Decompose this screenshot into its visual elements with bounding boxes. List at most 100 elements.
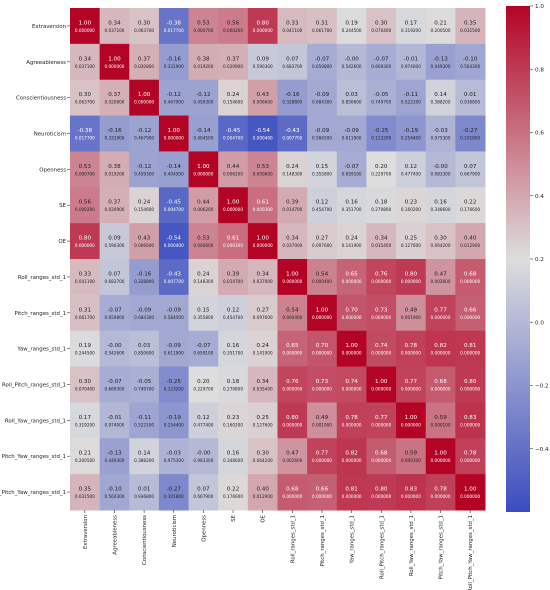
cell-pvalue-label: 0.000000 bbox=[460, 422, 480, 427]
heatmap-cell bbox=[188, 294, 219, 332]
cell-pvalue-label: 0.659800 bbox=[104, 315, 124, 320]
heatmap-cell bbox=[455, 223, 486, 260]
cell-pvalue-label: 0.667900 bbox=[460, 171, 480, 176]
cell-correlation-label: 0.34 bbox=[256, 271, 269, 277]
heatmap-cell bbox=[336, 474, 367, 511]
cell-pvalue-label: 0.244500 bbox=[342, 28, 362, 33]
cell-correlation-label: 0.18 bbox=[375, 200, 388, 206]
cell-pvalue-label: 0.477400 bbox=[193, 422, 213, 427]
cell-pvalue-label: 0.141900 bbox=[342, 243, 362, 248]
heatmap-cell bbox=[396, 187, 427, 224]
cell-correlation-label: 1.00 bbox=[316, 307, 329, 313]
heatmap-cell bbox=[70, 259, 101, 296]
cell-correlation-label: 0.27 bbox=[316, 236, 329, 242]
y-axis-label: Roll_Pitch_Yaw_ranges_std_1 bbox=[0, 490, 66, 496]
cell-pvalue-label: 0.000000 bbox=[431, 387, 451, 392]
cell-pvalue-label: 0.000000 bbox=[342, 458, 362, 463]
cell-pvalue-label: 0.037000 bbox=[282, 243, 302, 248]
cell-pvalue-label: 0.154600 bbox=[134, 207, 154, 212]
heatmap-cell bbox=[336, 438, 367, 475]
cell-pvalue-label: 0.017700 bbox=[164, 28, 184, 33]
cell-correlation-label: -0.45 bbox=[167, 200, 182, 206]
cell-correlation-label: 0.37 bbox=[108, 200, 121, 206]
cell-correlation-label: -0.11 bbox=[137, 415, 152, 421]
cell-correlation-label: -0.12 bbox=[167, 92, 181, 98]
cell-correlation-label: 0.38 bbox=[197, 56, 210, 62]
heatmap-cell bbox=[366, 43, 397, 81]
cell-correlation-label: 0.30 bbox=[256, 451, 269, 457]
heatmap-cell bbox=[99, 187, 130, 224]
cell-correlation-label: 0.40 bbox=[464, 236, 477, 242]
cell-pvalue-label: 0.007700 bbox=[164, 279, 184, 284]
heatmap-cell bbox=[188, 259, 219, 296]
cell-correlation-label: 0.49 bbox=[405, 307, 418, 313]
y-axis-label: Roll_ranges_std_1 bbox=[18, 275, 66, 281]
heatmap-cell bbox=[455, 294, 486, 332]
heatmap-cell bbox=[455, 187, 486, 224]
heatmap-cell bbox=[396, 223, 427, 260]
x-axis-label: Roll_Pitch_ranges_std_1 bbox=[379, 515, 385, 579]
cell-correlation-label: 0.33 bbox=[79, 271, 92, 277]
cell-pvalue-label: 0.388200 bbox=[134, 458, 154, 463]
cell-pvalue-label: 0.936800 bbox=[460, 100, 480, 105]
heatmap-cell bbox=[188, 330, 219, 368]
cell-correlation-label: 0.27 bbox=[256, 307, 269, 313]
cell-pvalue-label: 0.020900 bbox=[104, 207, 124, 212]
cell-pvalue-label: 0.351700 bbox=[342, 207, 362, 212]
cell-pvalue-label: 0.404500 bbox=[193, 136, 213, 141]
cell-correlation-label: 0.56 bbox=[79, 200, 92, 206]
heatmap-cell bbox=[247, 474, 278, 511]
heatmap-cell bbox=[425, 402, 456, 439]
cell-correlation-label: 0.80 bbox=[375, 487, 388, 493]
heatmap-cell bbox=[307, 366, 338, 403]
heatmap-cell bbox=[336, 8, 367, 45]
heatmap-cell bbox=[158, 259, 190, 296]
cell-pvalue-label: 0.850600 bbox=[134, 351, 154, 356]
cell-pvalue-label: 0.000000 bbox=[401, 494, 421, 499]
cell-correlation-label: -0.05 bbox=[137, 379, 152, 385]
cell-correlation-label: 0.09 bbox=[256, 56, 269, 62]
heatmap-cell bbox=[247, 438, 278, 475]
cell-correlation-label: 0.34 bbox=[108, 20, 121, 26]
heatmap-cell bbox=[366, 438, 397, 475]
cell-pvalue-label: 0.348600 bbox=[223, 458, 243, 463]
heatmap-cell bbox=[188, 8, 219, 45]
colorbar-tick-label: 0.4 bbox=[535, 194, 544, 200]
cell-correlation-label: 0.16 bbox=[345, 200, 358, 206]
cell-pvalue-label: 0.000000 bbox=[342, 279, 362, 284]
heatmap-cell bbox=[70, 79, 101, 117]
heatmap-cell bbox=[425, 259, 456, 296]
cell-pvalue-label: 0.000000 bbox=[193, 171, 213, 176]
cell-pvalue-label: 0.000000 bbox=[371, 387, 391, 392]
cell-pvalue-label: 0.000700 bbox=[193, 28, 213, 33]
heatmap-cell bbox=[129, 8, 160, 45]
cell-correlation-label: -0.16 bbox=[285, 92, 300, 98]
cell-correlation-label: 0.40 bbox=[256, 487, 269, 493]
heatmap-cell bbox=[455, 438, 486, 475]
cell-pvalue-label: 0.000000 bbox=[342, 387, 362, 392]
cell-pvalue-label: 0.975300 bbox=[164, 458, 184, 463]
cell-pvalue-label: 0.319200 bbox=[75, 422, 95, 427]
cell-pvalue-label: 0.123200 bbox=[371, 136, 391, 141]
cell-correlation-label: -0.45 bbox=[226, 128, 241, 134]
cell-correlation-label: -0.11 bbox=[404, 92, 419, 98]
cell-pvalue-label: 0.012900 bbox=[460, 243, 480, 248]
cell-pvalue-label: 0.590300 bbox=[253, 64, 273, 69]
cell-correlation-label: 0.22 bbox=[227, 487, 239, 493]
cell-pvalue-label: 0.020800 bbox=[104, 100, 124, 105]
cell-correlation-label: -0.00 bbox=[344, 56, 359, 62]
cell-correlation-label: 0.21 bbox=[434, 20, 447, 26]
cell-pvalue-label: 0.477400 bbox=[401, 171, 421, 176]
cell-pvalue-label: 0.000000 bbox=[401, 387, 421, 392]
heatmap-cell bbox=[129, 115, 160, 152]
heatmap-cell bbox=[70, 187, 101, 224]
cell-correlation-label: 0.07 bbox=[464, 164, 477, 170]
y-axis-label: Roll_Pitch_ranges_std_1 bbox=[2, 383, 66, 389]
cell-pvalue-label: 0.004700 bbox=[164, 207, 184, 212]
heatmap-cell bbox=[218, 259, 249, 296]
cell-correlation-label: 0.15 bbox=[316, 164, 329, 170]
cell-correlation-label: -0.54 bbox=[167, 236, 182, 242]
cell-pvalue-label: 0.000600 bbox=[253, 171, 273, 176]
heatmap-cell bbox=[366, 79, 397, 117]
heatmap-cell bbox=[158, 115, 190, 152]
